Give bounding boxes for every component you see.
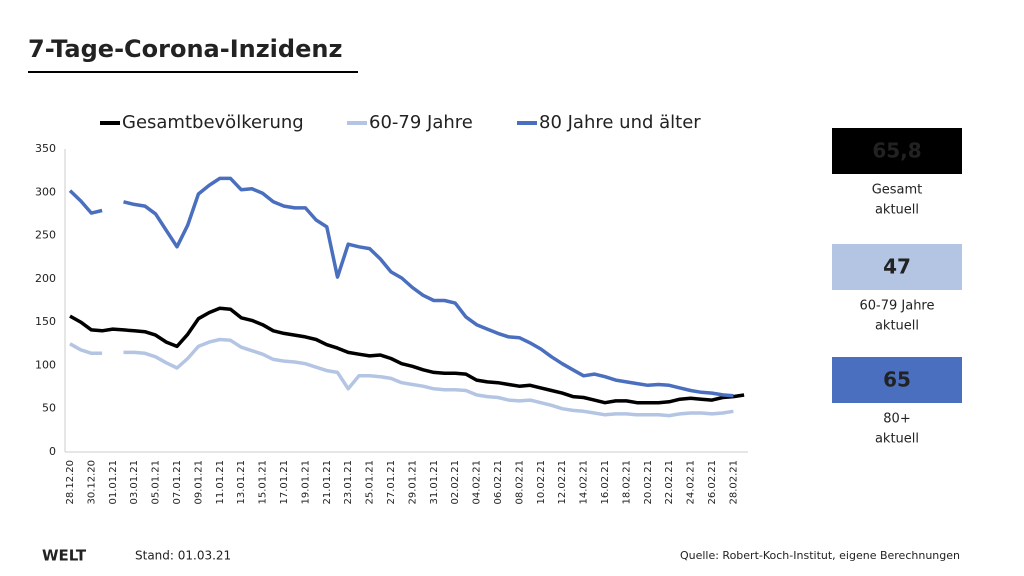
x-tick-label: 09.01.21 — [193, 460, 204, 505]
summary-label: Gesamt — [872, 183, 923, 198]
x-tick-label: 10.02.21 — [536, 460, 547, 505]
x-tick-label: 17.01.21 — [279, 460, 290, 505]
series-line — [69, 337, 734, 418]
series-line — [69, 306, 745, 405]
summary-box — [832, 244, 962, 290]
y-tick-label: 250 — [35, 229, 56, 242]
y-tick-label: 0 — [49, 445, 56, 458]
summary-label: 80+ — [883, 412, 910, 427]
summary-box — [832, 128, 962, 174]
x-tick-label: 06.02.21 — [493, 460, 504, 505]
x-tick-label: 04.02.21 — [472, 460, 483, 505]
x-tick-label: 29.01.21 — [407, 460, 418, 505]
x-tick-label: 16.02.21 — [600, 460, 611, 505]
legend-label: 80 Jahre und älter — [539, 112, 701, 133]
y-tick-label: 300 — [35, 185, 56, 198]
x-tick-label: 13.01.21 — [236, 460, 247, 505]
summary-label: aktuell — [875, 319, 919, 334]
x-tick-label: 19.01.21 — [300, 460, 311, 505]
y-tick-label: 100 — [35, 358, 56, 371]
x-tick-label: 27.01.21 — [386, 460, 397, 505]
legend-label: Gesamtbevölkerung — [122, 112, 304, 133]
summary-value: 47 — [883, 255, 911, 279]
x-tick-label: 31.01.21 — [429, 460, 440, 505]
summary-value: 65,8 — [872, 139, 921, 163]
x-tick-label: 24.02.21 — [686, 460, 697, 505]
x-tick-label: 28.02.21 — [728, 460, 739, 505]
x-tick-label: 23.01.21 — [343, 460, 354, 505]
x-tick-label: 21.01.21 — [322, 460, 333, 505]
x-tick-label: 05.01.21 — [151, 460, 162, 505]
series-line — [68, 176, 734, 398]
legend-label: 60-79 Jahre — [369, 112, 473, 133]
x-tick-label: 08.02.21 — [514, 460, 525, 505]
brand: WELT — [42, 547, 87, 565]
y-tick-label: 350 — [35, 142, 56, 155]
summary-label: 60-79 Jahre — [859, 299, 934, 314]
x-tick-label: 01.01.21 — [108, 460, 119, 505]
x-tick-label: 20.02.21 — [643, 460, 654, 505]
y-tick-label: 200 — [35, 272, 56, 285]
summary-box — [832, 357, 962, 403]
chart-title: 7-Tage-Corona-Inzidenz — [28, 35, 342, 63]
summary-value: 65 — [883, 368, 911, 392]
x-tick-label: 15.01.21 — [258, 460, 269, 505]
x-tick-label: 14.02.21 — [579, 460, 590, 505]
x-tick-label: 03.01.21 — [129, 460, 140, 505]
x-tick-label: 07.01.21 — [172, 460, 183, 505]
x-tick-label: 02.02.21 — [450, 460, 461, 505]
stand: Stand: 01.03.21 — [135, 549, 231, 563]
x-tick-label: 28.12.20 — [65, 460, 76, 505]
y-tick-label: 50 — [42, 402, 56, 415]
y-tick-label: 150 — [35, 315, 56, 328]
x-tick-label: 22.02.21 — [664, 460, 675, 505]
summary-label: aktuell — [875, 203, 919, 218]
x-tick-label: 18.02.21 — [621, 460, 632, 505]
x-tick-label: 30.12.20 — [86, 460, 97, 505]
source: Quelle: Robert-Koch-Institut, eigene Ber… — [680, 549, 960, 562]
x-tick-label: 26.02.21 — [707, 460, 718, 505]
summary-label: aktuell — [875, 432, 919, 447]
x-tick-label: 12.02.21 — [557, 460, 568, 505]
x-tick-label: 11.01.21 — [215, 460, 226, 505]
x-tick-label: 25.01.21 — [365, 460, 376, 505]
